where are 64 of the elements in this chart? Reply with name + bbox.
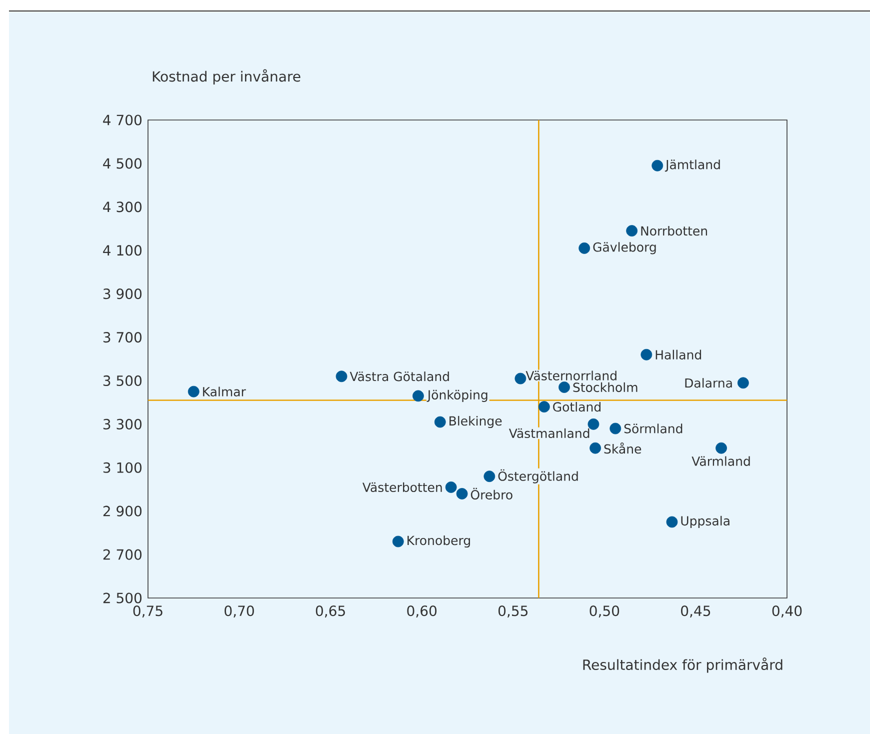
annotation: Västra Götaland (350, 372, 449, 382)
x-tick-label: 0,75 (133, 606, 162, 618)
point (538, 401, 550, 412)
y-tick-label: 4 500 (103, 158, 142, 169)
point (588, 418, 600, 430)
annotation: Värmland (692, 456, 750, 466)
point (434, 416, 446, 428)
y-axis-title: Kostnad per invånare (152, 69, 300, 84)
annotation: Kalmar (203, 386, 246, 396)
x-tick-label: 0,55 (498, 606, 528, 618)
point (412, 390, 424, 402)
x-tick-label: 0,70 (224, 606, 254, 618)
point (652, 160, 664, 172)
annotation: Jönköping (426, 390, 488, 402)
y-tick-label: 4 700 (103, 114, 142, 126)
point (558, 382, 570, 393)
y-tick-label: 3 900 (103, 288, 142, 300)
y-tick-label: 3 100 (103, 462, 142, 473)
point (737, 377, 749, 389)
point (445, 481, 457, 493)
annotation: Uppsala (681, 516, 730, 528)
annotation: Jämtland (664, 160, 720, 172)
annotation: Örebro (470, 488, 512, 500)
x-tick-label: 0,40 (772, 606, 802, 618)
x-tick-label: 0,60 (407, 606, 437, 618)
point (514, 372, 526, 384)
point (640, 348, 652, 360)
annotation: Västerbotten (362, 482, 442, 492)
x-tick-label: 0,65 (316, 606, 345, 618)
annotation: Gävleborg (593, 242, 656, 254)
point (666, 516, 678, 528)
y-tick-label: 4 300 (103, 202, 142, 212)
annotation: Blekinge (450, 416, 502, 428)
y-tick-label: 3 700 (103, 332, 142, 343)
annotation: Norrbotten (641, 226, 708, 236)
y-tick-label: 2 500 (103, 592, 142, 604)
point (590, 442, 601, 454)
annotation: Östergötland (498, 469, 578, 484)
point (716, 442, 727, 454)
annotation: Västernorrland (526, 370, 616, 380)
point (456, 488, 468, 500)
x-tick-label: 0,50 (590, 606, 620, 618)
y-tick-label: 2 700 (103, 549, 142, 560)
annotation: Skåne (604, 442, 642, 454)
point (188, 386, 200, 398)
point (484, 470, 496, 482)
annotation: Gotland (553, 402, 600, 412)
point (578, 242, 590, 254)
annotation: Kronoberg (408, 535, 470, 548)
y-tick-label: 3 500 (103, 375, 142, 386)
point (610, 422, 622, 434)
point (336, 370, 348, 382)
x-tick-label: 0,45 (681, 606, 710, 618)
annotation: Sörmland (624, 424, 682, 434)
x-axis-title: Resultatindex för primärvård (583, 658, 782, 673)
annotation: Västmanland (508, 428, 590, 438)
annotation: Dalarna (685, 378, 732, 388)
y-tick-label: 4 100 (103, 245, 142, 256)
annotation: Stockholm (573, 382, 638, 392)
annotation: Halland (656, 350, 702, 360)
point (392, 536, 404, 548)
point (626, 225, 638, 237)
y-tick-label: 2 900 (103, 506, 142, 516)
y-tick-label: 3 300 (103, 418, 142, 430)
